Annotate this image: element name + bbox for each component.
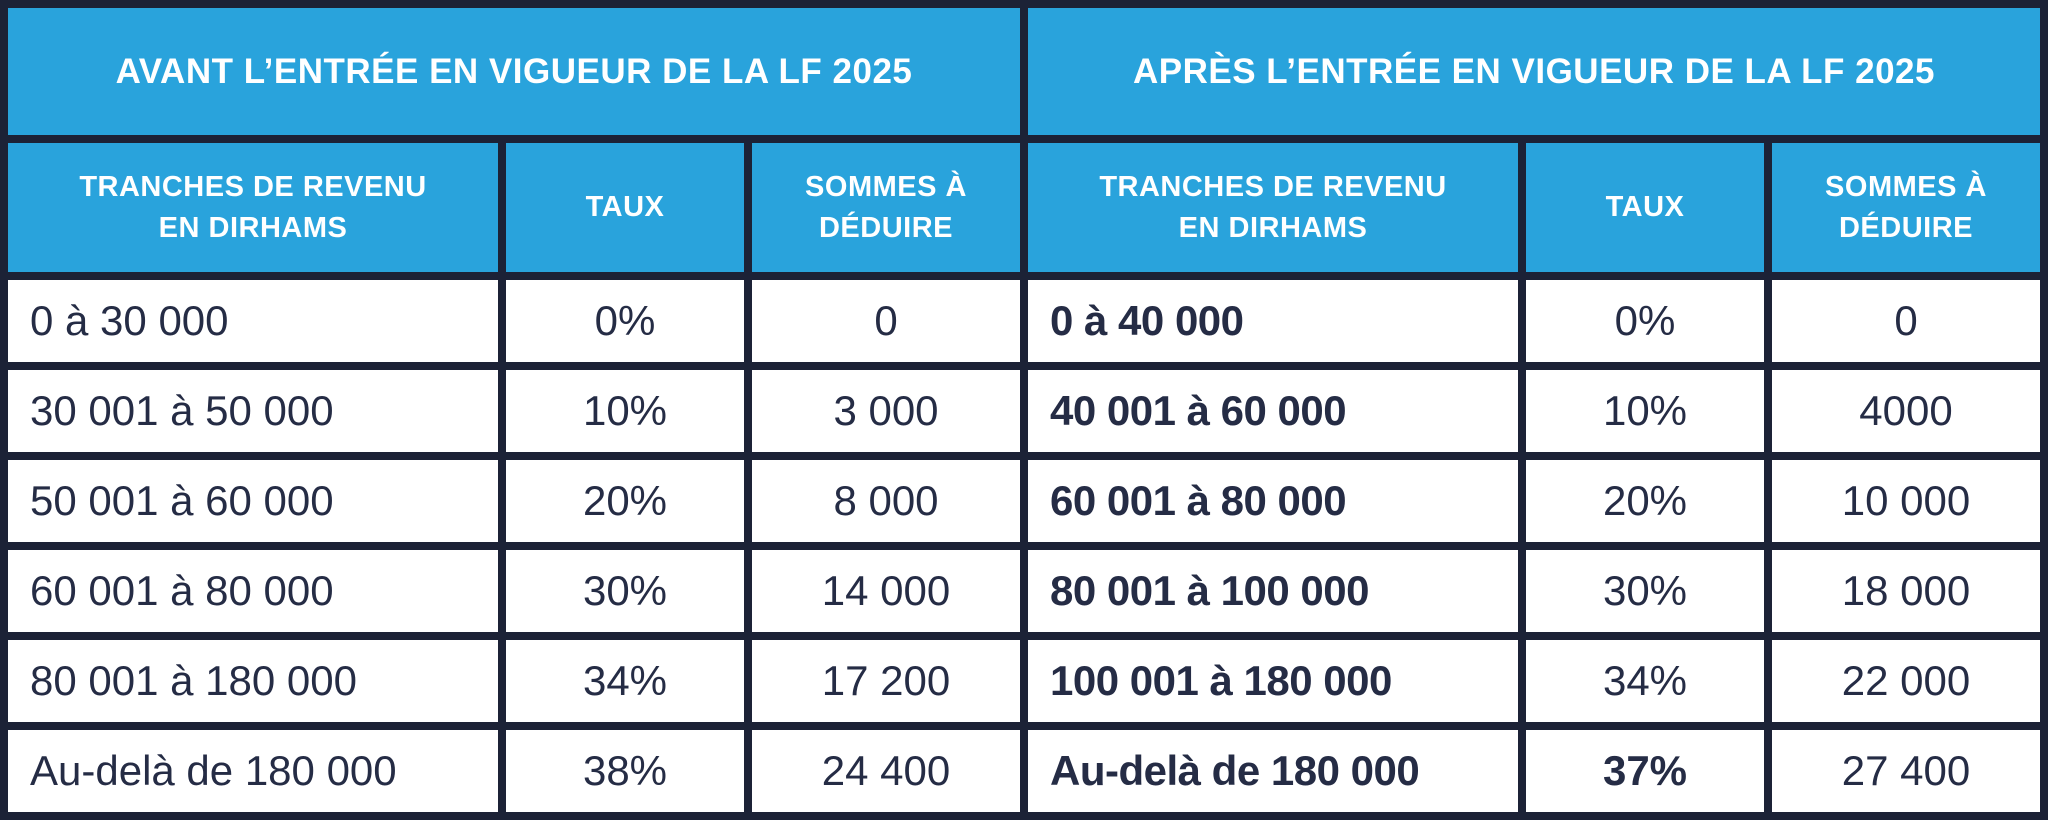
somme-cell: 27 400 — [1772, 730, 2040, 812]
table-before-lf2025: AVANT L’ENTRÉE EN VIGUEUR DE LA LF 2025 … — [8, 8, 1020, 812]
tranche-cell: 80 001 à 100 000 — [1028, 550, 1518, 632]
somme-cell: 17 200 — [752, 640, 1020, 722]
somme-cell: 3 000 — [752, 370, 1020, 452]
tranche-cell: 60 001 à 80 000 — [1028, 460, 1518, 542]
tranche-cell: 50 001 à 60 000 — [8, 460, 498, 542]
taux-cell: 30% — [506, 550, 744, 632]
column-header-taux: TAUX — [1526, 143, 1764, 272]
somme-cell: 0 — [752, 280, 1020, 362]
taux-cell: 10% — [506, 370, 744, 452]
section-title-before: AVANT L’ENTRÉE EN VIGUEUR DE LA LF 2025 — [8, 8, 1020, 135]
somme-cell: 8 000 — [752, 460, 1020, 542]
taux-cell: 20% — [1526, 460, 1764, 542]
somme-cell: 14 000 — [752, 550, 1020, 632]
taux-cell: 20% — [506, 460, 744, 542]
table-after-lf2025: APRÈS L’ENTRÉE EN VIGUEUR DE LA LF 2025 … — [1028, 8, 2040, 812]
taux-cell: 37% — [1526, 730, 1764, 812]
tranche-cell: 30 001 à 50 000 — [8, 370, 498, 452]
tranche-cell: 40 001 à 60 000 — [1028, 370, 1518, 452]
taux-cell: 34% — [1526, 640, 1764, 722]
taux-cell: 38% — [506, 730, 744, 812]
section-title-after: APRÈS L’ENTRÉE EN VIGUEUR DE LA LF 2025 — [1028, 8, 2040, 135]
column-header-taux: TAUX — [506, 143, 744, 272]
column-header-sommes: SOMMES À DÉDUIRE — [1772, 143, 2040, 272]
taux-cell: 0% — [1526, 280, 1764, 362]
tranche-cell: 60 001 à 80 000 — [8, 550, 498, 632]
tranche-cell: Au-delà de 180 000 — [1028, 730, 1518, 812]
column-header-sommes: SOMMES À DÉDUIRE — [752, 143, 1020, 272]
tranche-cell: 0 à 40 000 — [1028, 280, 1518, 362]
column-header-tranches: TRANCHES DE REVENU EN DIRHAMS — [8, 143, 498, 272]
tranche-cell: Au-delà de 180 000 — [8, 730, 498, 812]
somme-cell: 10 000 — [1772, 460, 2040, 542]
somme-cell: 4000 — [1772, 370, 2040, 452]
taux-cell: 34% — [506, 640, 744, 722]
somme-cell: 24 400 — [752, 730, 1020, 812]
somme-cell: 22 000 — [1772, 640, 2040, 722]
taux-cell: 30% — [1526, 550, 1764, 632]
taux-cell: 10% — [1526, 370, 1764, 452]
somme-cell: 0 — [1772, 280, 2040, 362]
somme-cell: 18 000 — [1772, 550, 2040, 632]
tranche-cell: 0 à 30 000 — [8, 280, 498, 362]
taux-cell: 0% — [506, 280, 744, 362]
column-header-tranches: TRANCHES DE REVENU EN DIRHAMS — [1028, 143, 1518, 272]
tranche-cell: 80 001 à 180 000 — [8, 640, 498, 722]
tranche-cell: 100 001 à 180 000 — [1028, 640, 1518, 722]
